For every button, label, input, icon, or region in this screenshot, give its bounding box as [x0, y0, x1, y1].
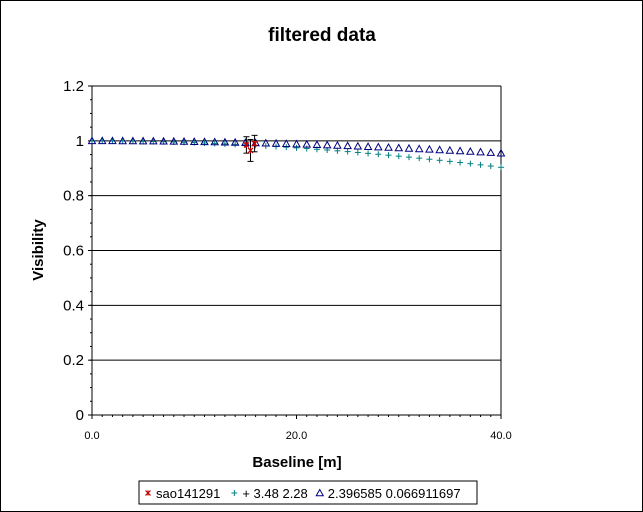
triangle-series-point [414, 144, 424, 153]
triangle-series-point [97, 136, 107, 145]
plus-series-point [405, 154, 412, 161]
chart-title: filtered data [268, 25, 376, 46]
plus-series-point [395, 153, 402, 160]
triangle-series-point [138, 136, 148, 145]
triangle-series-point [435, 145, 444, 154]
y-axis-title: Visibility [30, 219, 47, 281]
triangle-series-point [312, 140, 322, 149]
legend-marker-triangle [315, 488, 325, 497]
triangle-series-point [292, 139, 301, 148]
x-tick-label: 40.0 [490, 430, 511, 442]
y-tick-label: 1.2 [63, 78, 84, 95]
triangle-series-point [230, 137, 240, 146]
triangle-series-point [384, 142, 393, 151]
triangle-series-point [496, 148, 506, 157]
triangle-series-point [281, 139, 291, 148]
triangle-series-point [455, 146, 465, 155]
measured-marker [251, 140, 258, 147]
triangle-series-point [373, 142, 383, 151]
x-tick-label: 0.0 [84, 430, 99, 442]
legend-label-plus: + 3.48 2.28 [242, 486, 307, 501]
plus-series-point [426, 156, 433, 163]
legend-box [138, 480, 478, 505]
plus-series-point [303, 145, 310, 152]
plus-series-point [498, 164, 504, 171]
plus-series-point [467, 160, 474, 167]
plus-series-point [385, 152, 392, 159]
x-axis-title: Baseline [m] [252, 454, 341, 471]
triangle-series-point [271, 138, 281, 147]
data-series [87, 134, 506, 171]
triangle-series-point [404, 143, 414, 152]
triangle-series-point [169, 136, 179, 145]
y-tick-label: 1 [76, 133, 84, 150]
triangle-series-point [108, 136, 117, 145]
triangle-series-point [343, 141, 352, 150]
plus-series-point [487, 163, 494, 170]
plus-series-point [344, 148, 351, 155]
triangle-series-point [363, 142, 373, 150]
triangle-series-point [261, 138, 271, 147]
triangle-series-point [476, 147, 485, 156]
y-tick-label: 0 [76, 407, 84, 424]
triangle-series-point [322, 140, 332, 149]
triangle-series-point [465, 146, 475, 155]
plus-series-point [211, 140, 218, 147]
triangle-series-point [87, 136, 97, 145]
y-tick-label: 0.8 [63, 188, 84, 205]
triangle-series-point [394, 143, 404, 152]
triangle-series-point [128, 136, 138, 145]
plus-series-point [283, 144, 290, 151]
x-tick-label: 20.0 [286, 430, 307, 442]
y-tick-label: 0.4 [63, 297, 84, 314]
triangle-series-point [445, 145, 455, 154]
plus-series-point [477, 161, 484, 168]
triangle-series-point [302, 139, 312, 148]
plus-series-point [365, 150, 372, 157]
triangle-series-point [179, 136, 189, 145]
triangle-series-point [189, 137, 199, 145]
plus-series-point [334, 147, 341, 154]
measured-point [251, 134, 258, 153]
triangle-series-point [210, 137, 220, 146]
plus-series-point [232, 141, 239, 148]
measured-marker [243, 142, 250, 148]
triangle-series-point [220, 137, 230, 146]
plus-series-point [354, 149, 361, 156]
plus-series-point [375, 151, 382, 158]
triangle-series-point [159, 136, 168, 145]
legend-marker-plus [231, 490, 238, 496]
plus-series-point [293, 144, 300, 151]
triangle-series-point [425, 144, 434, 153]
legend-marker-sao141291 [145, 490, 151, 496]
triangle-series-point [486, 148, 496, 156]
plus-series-point [221, 140, 228, 147]
legend-label-sao141291: sao141291 [156, 486, 220, 501]
triangle-series-point [333, 140, 342, 149]
y-tick-label: 0.6 [63, 243, 84, 260]
triangle-series-point [118, 136, 128, 145]
plus-series-point [446, 158, 453, 165]
legend-label-triangle: 2.396585 0.066911697 [328, 486, 461, 501]
legend: sao141291 + 3.48 2.28 2.396585 0.066911697 [138, 480, 478, 505]
triangle-series-point [200, 137, 209, 146]
y-tick-label: 0.2 [63, 352, 84, 369]
plus-series-point [436, 157, 443, 164]
triangle-series-point [149, 136, 158, 145]
plus-series-point [457, 159, 464, 166]
triangle-series-point [353, 141, 363, 150]
plus-series-point [242, 141, 249, 148]
plus-series-point [416, 155, 423, 162]
